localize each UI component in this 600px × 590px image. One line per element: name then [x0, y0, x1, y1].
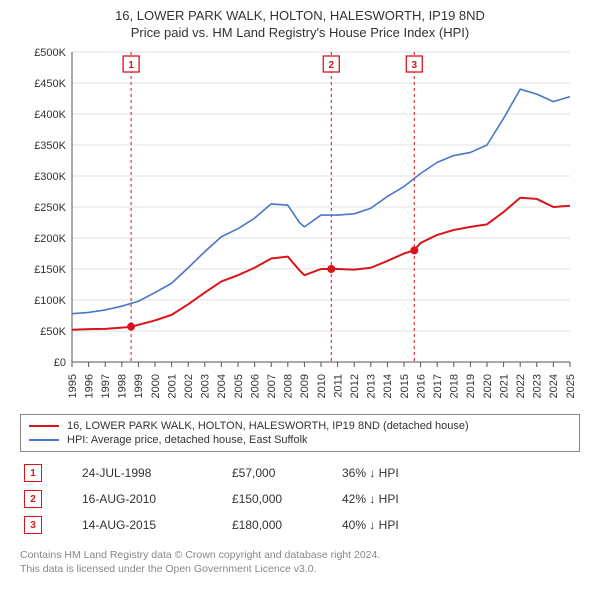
svg-text:2021: 2021 [498, 374, 510, 398]
svg-text:£200K: £200K [34, 233, 66, 245]
legend-label: HPI: Average price, detached house, East… [67, 434, 308, 446]
legend-swatch [29, 425, 59, 427]
event-price: £180,000 [232, 518, 342, 532]
svg-text:£150K: £150K [34, 264, 66, 276]
svg-text:2011: 2011 [332, 374, 344, 398]
svg-text:2009: 2009 [299, 374, 311, 398]
svg-text:£100K: £100K [34, 295, 66, 307]
svg-text:2025: 2025 [565, 374, 577, 398]
chart: £0 £50K £100K £150K £200K £250K £300K £350K £400… [20, 46, 580, 406]
event-marker: 1 [24, 464, 42, 482]
svg-text:2005: 2005 [233, 374, 245, 398]
event-row: 2 16-AUG-2010£150,00042% ↓ HPI [20, 486, 580, 512]
svg-text:2024: 2024 [548, 374, 560, 398]
svg-text:1997: 1997 [100, 374, 112, 398]
page-container: 16, LOWER PARK WALK, HOLTON, HALESWORTH,… [0, 0, 600, 584]
svg-text:1: 1 [128, 60, 134, 71]
svg-text:2019: 2019 [465, 374, 477, 398]
svg-text:2000: 2000 [150, 374, 162, 398]
footer-line1: Contains HM Land Registry data © Crown c… [20, 548, 580, 562]
svg-text:1998: 1998 [117, 374, 129, 398]
svg-text:£450K: £450K [34, 78, 66, 90]
svg-text:2003: 2003 [200, 374, 212, 398]
legend: 16, LOWER PARK WALK, HOLTON, HALESWORTH,… [20, 414, 580, 452]
svg-text:2016: 2016 [415, 374, 427, 398]
svg-text:£400K: £400K [34, 109, 66, 121]
svg-text:2: 2 [329, 60, 335, 71]
title-block: 16, LOWER PARK WALK, HOLTON, HALESWORTH,… [12, 8, 588, 40]
svg-text:2015: 2015 [399, 374, 411, 398]
svg-text:2006: 2006 [249, 374, 261, 398]
svg-text:2002: 2002 [183, 374, 195, 398]
svg-text:2023: 2023 [532, 374, 544, 398]
chart-svg: £0 £50K £100K £150K £200K £250K £300K £350K £400… [20, 46, 580, 406]
svg-text:2013: 2013 [366, 374, 378, 398]
svg-text:1995: 1995 [67, 374, 79, 398]
footer-line2: This data is licensed under the Open Gov… [20, 562, 580, 576]
event-row: 3 14-AUG-2015£180,00040% ↓ HPI [20, 512, 580, 538]
legend-row: 16, LOWER PARK WALK, HOLTON, HALESWORTH,… [29, 419, 571, 433]
svg-text:2008: 2008 [283, 374, 295, 398]
svg-text:£300K: £300K [34, 171, 66, 183]
event-row: 1 24-JUL-1998£57,00036% ↓ HPI [20, 460, 580, 486]
svg-text:2014: 2014 [382, 374, 394, 398]
svg-text:2001: 2001 [166, 374, 178, 398]
footer: Contains HM Land Registry data © Crown c… [20, 548, 580, 576]
svg-text:2022: 2022 [515, 374, 527, 398]
event-price: £57,000 [232, 466, 342, 480]
svg-text:2010: 2010 [316, 374, 328, 398]
svg-text:£50K: £50K [40, 326, 66, 338]
legend-label: 16, LOWER PARK WALK, HOLTON, HALESWORTH,… [67, 420, 469, 432]
event-hpi-delta: 42% ↓ HPI [342, 492, 580, 506]
event-marker: 2 [24, 490, 42, 508]
legend-swatch [29, 439, 59, 441]
event-date: 24-JUL-1998 [82, 466, 232, 480]
event-date: 16-AUG-2010 [82, 492, 232, 506]
svg-text:1996: 1996 [83, 374, 95, 398]
event-hpi-delta: 40% ↓ HPI [342, 518, 580, 532]
svg-text:£350K: £350K [34, 140, 66, 152]
title-address: 16, LOWER PARK WALK, HOLTON, HALESWORTH,… [12, 8, 588, 23]
svg-text:2020: 2020 [482, 374, 494, 398]
svg-text:1999: 1999 [133, 374, 145, 398]
svg-text:£250K: £250K [34, 202, 66, 214]
legend-row: HPI: Average price, detached house, East… [29, 433, 571, 447]
event-marker: 3 [24, 516, 42, 534]
events-table: 1 24-JUL-1998£57,00036% ↓ HPI 2 16-AUG-2010… [20, 460, 580, 538]
svg-text:3: 3 [412, 60, 418, 71]
title-subtitle: Price paid vs. HM Land Registry's House … [12, 25, 588, 40]
event-price: £150,000 [232, 492, 342, 506]
svg-text:2004: 2004 [216, 374, 228, 398]
svg-text:£0: £0 [54, 357, 66, 369]
svg-text:2012: 2012 [349, 374, 361, 398]
svg-text:2007: 2007 [266, 374, 278, 398]
svg-text:£500K: £500K [34, 47, 66, 59]
event-hpi-delta: 36% ↓ HPI [342, 466, 580, 480]
event-date: 14-AUG-2015 [82, 518, 232, 532]
svg-text:2017: 2017 [432, 374, 444, 398]
svg-text:2018: 2018 [449, 374, 461, 398]
